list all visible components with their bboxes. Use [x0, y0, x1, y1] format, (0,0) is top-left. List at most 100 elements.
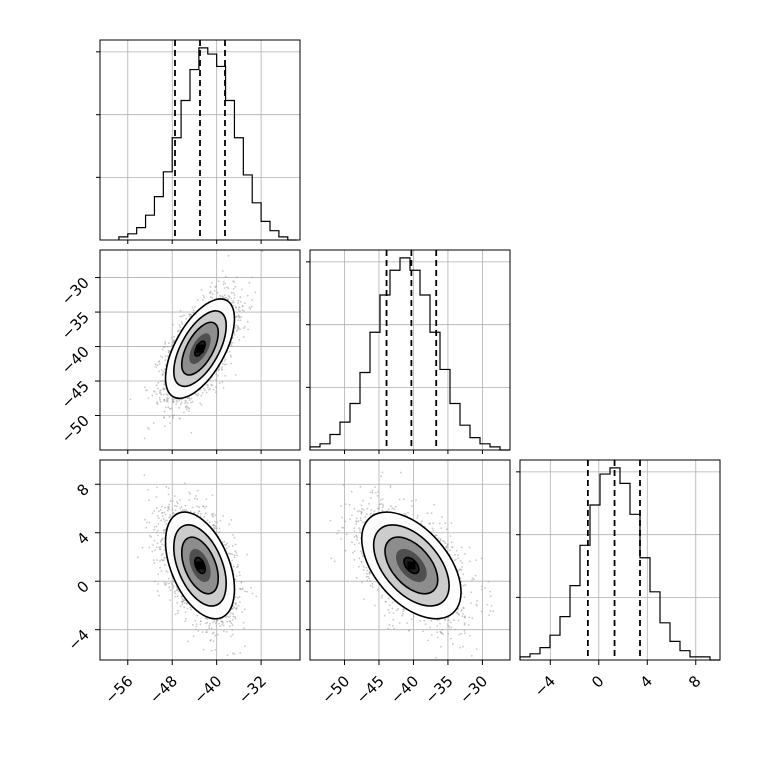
point	[241, 309, 244, 311]
point	[223, 630, 225, 633]
point	[237, 319, 240, 322]
point	[247, 328, 250, 331]
point	[154, 363, 157, 366]
point	[164, 506, 166, 509]
point	[197, 512, 200, 515]
point	[180, 321, 183, 324]
point	[176, 595, 179, 598]
point	[212, 527, 215, 529]
point	[157, 381, 160, 384]
point	[224, 358, 227, 361]
point	[214, 649, 217, 651]
point	[143, 386, 146, 388]
point	[177, 590, 180, 593]
point	[160, 570, 163, 572]
point	[208, 624, 211, 627]
point	[154, 580, 157, 583]
point	[181, 597, 184, 600]
point	[232, 299, 235, 302]
point	[205, 391, 208, 394]
point	[218, 382, 221, 384]
point	[167, 507, 170, 510]
point	[194, 306, 197, 308]
point	[206, 631, 208, 633]
point	[221, 295, 224, 298]
point	[235, 306, 237, 309]
point	[200, 289, 203, 291]
point	[230, 344, 233, 347]
point	[151, 512, 154, 515]
point	[233, 301, 235, 304]
point	[235, 551, 238, 554]
point	[163, 398, 166, 401]
point	[211, 296, 214, 299]
point	[224, 282, 227, 285]
point	[147, 489, 150, 491]
point	[164, 584, 166, 586]
point	[233, 536, 236, 539]
point	[234, 374, 237, 376]
point	[136, 556, 139, 559]
point	[177, 612, 179, 615]
point	[231, 619, 234, 621]
point	[151, 394, 154, 397]
point	[161, 515, 164, 517]
point	[179, 605, 182, 608]
point	[162, 388, 165, 391]
point	[216, 619, 219, 622]
point	[205, 498, 208, 501]
point	[169, 514, 172, 516]
point	[188, 407, 191, 410]
point	[178, 406, 181, 409]
point	[201, 392, 204, 394]
point	[169, 589, 172, 591]
point	[155, 546, 158, 549]
point	[226, 547, 228, 550]
point	[239, 319, 242, 322]
point	[238, 338, 241, 341]
point	[241, 288, 243, 291]
point	[159, 355, 162, 358]
point	[189, 493, 192, 495]
point	[227, 287, 230, 290]
point	[197, 630, 200, 632]
point	[199, 623, 202, 626]
point	[153, 562, 156, 564]
point	[233, 281, 236, 283]
point	[145, 526, 148, 529]
point	[179, 310, 182, 312]
point	[151, 550, 154, 553]
point	[169, 599, 171, 601]
point	[184, 402, 186, 405]
point	[237, 299, 240, 302]
point	[152, 544, 154, 546]
point	[200, 515, 202, 518]
point	[159, 390, 161, 392]
point	[141, 546, 144, 549]
point	[244, 590, 247, 593]
point	[179, 315, 182, 318]
point	[168, 586, 171, 589]
point	[163, 511, 166, 514]
point	[205, 629, 208, 631]
point	[224, 374, 227, 377]
point	[215, 378, 218, 381]
point	[191, 307, 194, 309]
point	[202, 294, 205, 297]
point	[175, 403, 178, 405]
point	[230, 362, 233, 365]
point	[222, 281, 225, 283]
point	[248, 281, 251, 284]
point	[223, 287, 226, 289]
point	[174, 613, 177, 616]
point	[223, 363, 226, 366]
point	[243, 627, 245, 630]
point	[237, 325, 239, 328]
point	[233, 297, 236, 300]
point	[210, 649, 213, 652]
point	[217, 531, 220, 534]
point	[228, 523, 231, 526]
point	[165, 570, 168, 572]
point	[163, 388, 166, 390]
point	[233, 333, 236, 336]
